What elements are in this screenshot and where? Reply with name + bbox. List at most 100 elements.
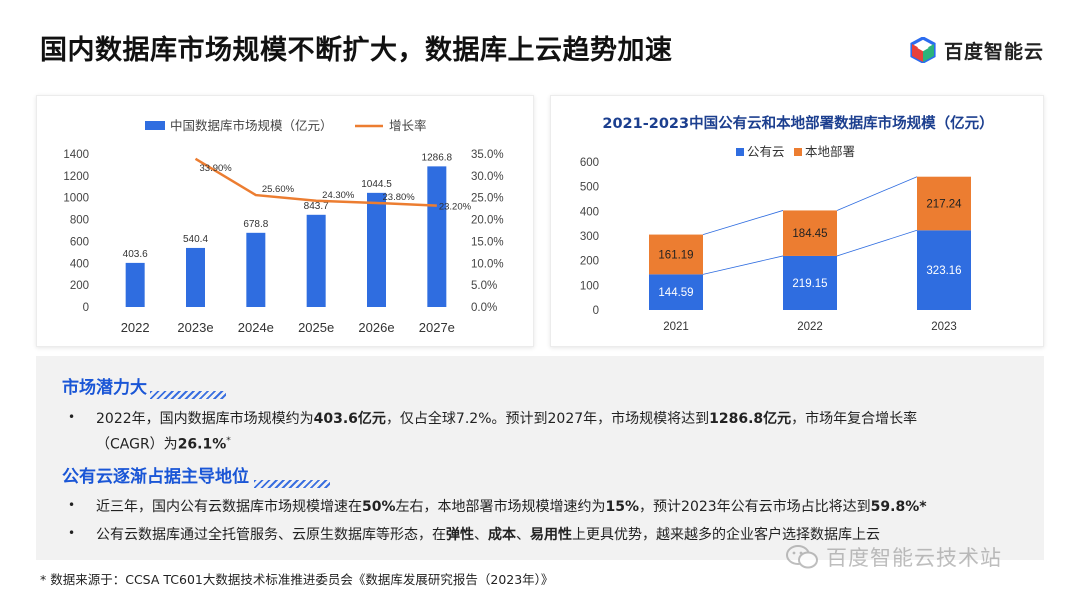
summary-panel xyxy=(36,356,1044,560)
highlight-text: 1286.8亿元 xyxy=(709,411,792,427)
legend-label: 公有云 xyxy=(747,145,785,159)
y-right-tick-label: 5.0% xyxy=(471,280,497,292)
bar-data-label: 540.4 xyxy=(183,234,208,245)
y-left-tick-label: 800 xyxy=(70,215,89,227)
heading-decoration xyxy=(150,391,226,399)
x-tick-label: 2022 xyxy=(121,320,150,335)
bar-data-label: 144.59 xyxy=(658,287,693,299)
baidu-cloud-logo-icon xyxy=(910,37,936,63)
x-tick-label: 2027e xyxy=(419,320,455,335)
section-heading-cloud: 公有云逐渐占据主导地位 xyxy=(62,467,249,487)
series-connector-line xyxy=(702,210,784,235)
y-left-tick-label: 1200 xyxy=(63,171,89,183)
x-tick-label: 2025e xyxy=(298,320,334,335)
on-premise-bar xyxy=(917,176,971,231)
bar-data-label: 217.24 xyxy=(926,198,962,210)
y-tick-label: 300 xyxy=(580,231,599,243)
x-tick-label: 2022 xyxy=(797,321,823,333)
highlight-text: 15% xyxy=(605,499,640,515)
y-left-tick-label: 1400 xyxy=(63,149,89,161)
cloud-vs-onprem-chart: 公有云 本地部署 0 100 200 300 400 500 600 144.59 161.19 20… xyxy=(580,144,971,333)
series-connector-line xyxy=(702,255,784,275)
x-tick-label: 2023 xyxy=(931,321,957,333)
public-cloud-bar xyxy=(917,230,971,310)
y-left-tick-label: 600 xyxy=(70,236,89,248)
legend-label: 中国数据库市场规模（亿元） xyxy=(170,118,333,133)
text-segment: （CAGR）为 xyxy=(96,436,178,453)
growth-rate-line xyxy=(194,157,437,207)
market-size-bar xyxy=(367,192,386,307)
chart-title: 2021-2023中国公有云和本地部署数据库市场规模（亿元） xyxy=(602,116,994,132)
market-size-chart-card: 中国数据库市场规模（亿元） 增长率 0 200 400 600 800 1000 1200 140… xyxy=(36,95,534,347)
highlight-text: 26.1% xyxy=(177,436,227,453)
y-right-tick-label: 10.0% xyxy=(471,258,504,270)
cloud-vs-onprem-chart-card: 2021-2023中国公有云和本地部署数据库市场规模（亿元） 公有云 本地部署 0 1… xyxy=(550,95,1044,347)
legend-label: 增长率 xyxy=(389,118,427,133)
y-right-tick-label: 20.0% xyxy=(471,215,504,227)
text-segment: 上更具优势，越来越多的企业客户选择数据库上云 xyxy=(572,527,880,543)
text-segment: 、 xyxy=(516,527,530,543)
text-segment: 、 xyxy=(474,527,488,543)
series-connector-line xyxy=(836,229,918,257)
cloud-text-line-1: 近三年，国内公有云数据库市场规模增速在50%左右，本地部署市场规模增速约为15%… xyxy=(96,496,927,518)
bar-data-label: 843.7 xyxy=(304,201,329,212)
line-data-label: 23.20% xyxy=(439,202,472,213)
x-tick-label: 2021 xyxy=(663,321,689,333)
highlight-text: 50% xyxy=(362,499,396,515)
line-data-label: 25.60% xyxy=(262,184,295,195)
watermark: 百度智能云技术站 xyxy=(786,542,1002,572)
text-segment: 左右，本地部署市场规模增速约为 xyxy=(395,499,606,515)
page-title: 国内数据库市场规模不断扩大，数据库上云趋势加速 xyxy=(40,35,673,66)
y-left-tick-label: 200 xyxy=(70,280,89,292)
potential-text-line-1: 2022年，国内数据库市场规模约为403.6亿元，仅占全球7.2%。预计到202… xyxy=(96,408,917,430)
legend-label: 本地部署 xyxy=(805,144,855,159)
market-size-bar xyxy=(125,262,145,307)
highlight-text: 易用性 xyxy=(530,527,572,543)
market-size-bar xyxy=(186,247,205,307)
highlight-text: 59.8%* xyxy=(870,499,927,515)
market-size-chart: 中国数据库市场规模（亿元） 增长率 0 200 400 600 800 1000 1200 140… xyxy=(63,118,504,335)
bar-data-label: 1044.5 xyxy=(361,179,392,190)
y-right-tick-label: 15.0% xyxy=(471,236,504,248)
bar-data-label: 1286.8 xyxy=(422,152,453,163)
bar-data-label: 403.6 xyxy=(123,249,148,260)
market-size-bar xyxy=(427,166,447,307)
bullet-icon: • xyxy=(68,526,76,540)
bar-data-label: 678.8 xyxy=(243,219,268,230)
y-tick-label: 100 xyxy=(580,280,599,292)
x-tick-label: 2024e xyxy=(238,320,274,335)
text-segment: 近三年，国内公有云数据库市场规模增速在 xyxy=(96,499,362,515)
highlight-text: 成本 xyxy=(488,527,516,543)
text-segment: ，仅占全球7.2%。预计到2027年，市场规模将达到 xyxy=(385,411,710,427)
public-cloud-bar xyxy=(649,274,703,310)
legend-swatch xyxy=(794,148,802,156)
bar-data-label: 161.19 xyxy=(658,249,693,261)
bar-data-label: 219.15 xyxy=(792,278,827,290)
y-tick-label: 200 xyxy=(580,256,599,268)
watermark-text: 百度智能云技术站 xyxy=(826,546,1002,570)
y-tick-label: 600 xyxy=(580,157,599,169)
highlight-text: 弹性 xyxy=(446,527,474,543)
line-data-label: 24.30% xyxy=(322,190,355,201)
x-tick-label: 2023e xyxy=(177,320,213,335)
section-heading-potential: 市场潜力大 xyxy=(62,378,147,398)
market-size-bar xyxy=(246,232,266,307)
public-cloud-bar xyxy=(783,255,837,310)
y-right-tick-label: 35.0% xyxy=(471,149,504,161)
on-premise-bar xyxy=(783,210,837,256)
y-tick-label: 500 xyxy=(580,182,599,194)
line-data-label: 23.80% xyxy=(383,192,416,203)
market-size-bar xyxy=(306,214,326,307)
x-tick-label: 2026e xyxy=(358,320,394,335)
bullet-icon: • xyxy=(68,410,76,424)
highlight-text: 403.6亿元 xyxy=(313,411,386,427)
cloud-text-line-2: 公有云数据库通过全托管服务、云原生数据库等形态，在弹性、成本、易用性上更具优势，… xyxy=(96,524,880,546)
legend-swatch-bar xyxy=(145,121,165,130)
text-segment: 2022年，国内数据库市场规模约为 xyxy=(96,411,314,427)
y-tick-label: 0 xyxy=(593,305,599,317)
footnote: * 数据来源于：CCSA TC601大数据技术标准推进委员会《数据库发展研究报告… xyxy=(40,572,554,587)
line-data-label: 33.90% xyxy=(200,163,233,174)
y-tick-label: 400 xyxy=(580,206,599,218)
y-right-tick-label: 30.0% xyxy=(471,171,504,183)
legend-swatch xyxy=(736,148,744,156)
